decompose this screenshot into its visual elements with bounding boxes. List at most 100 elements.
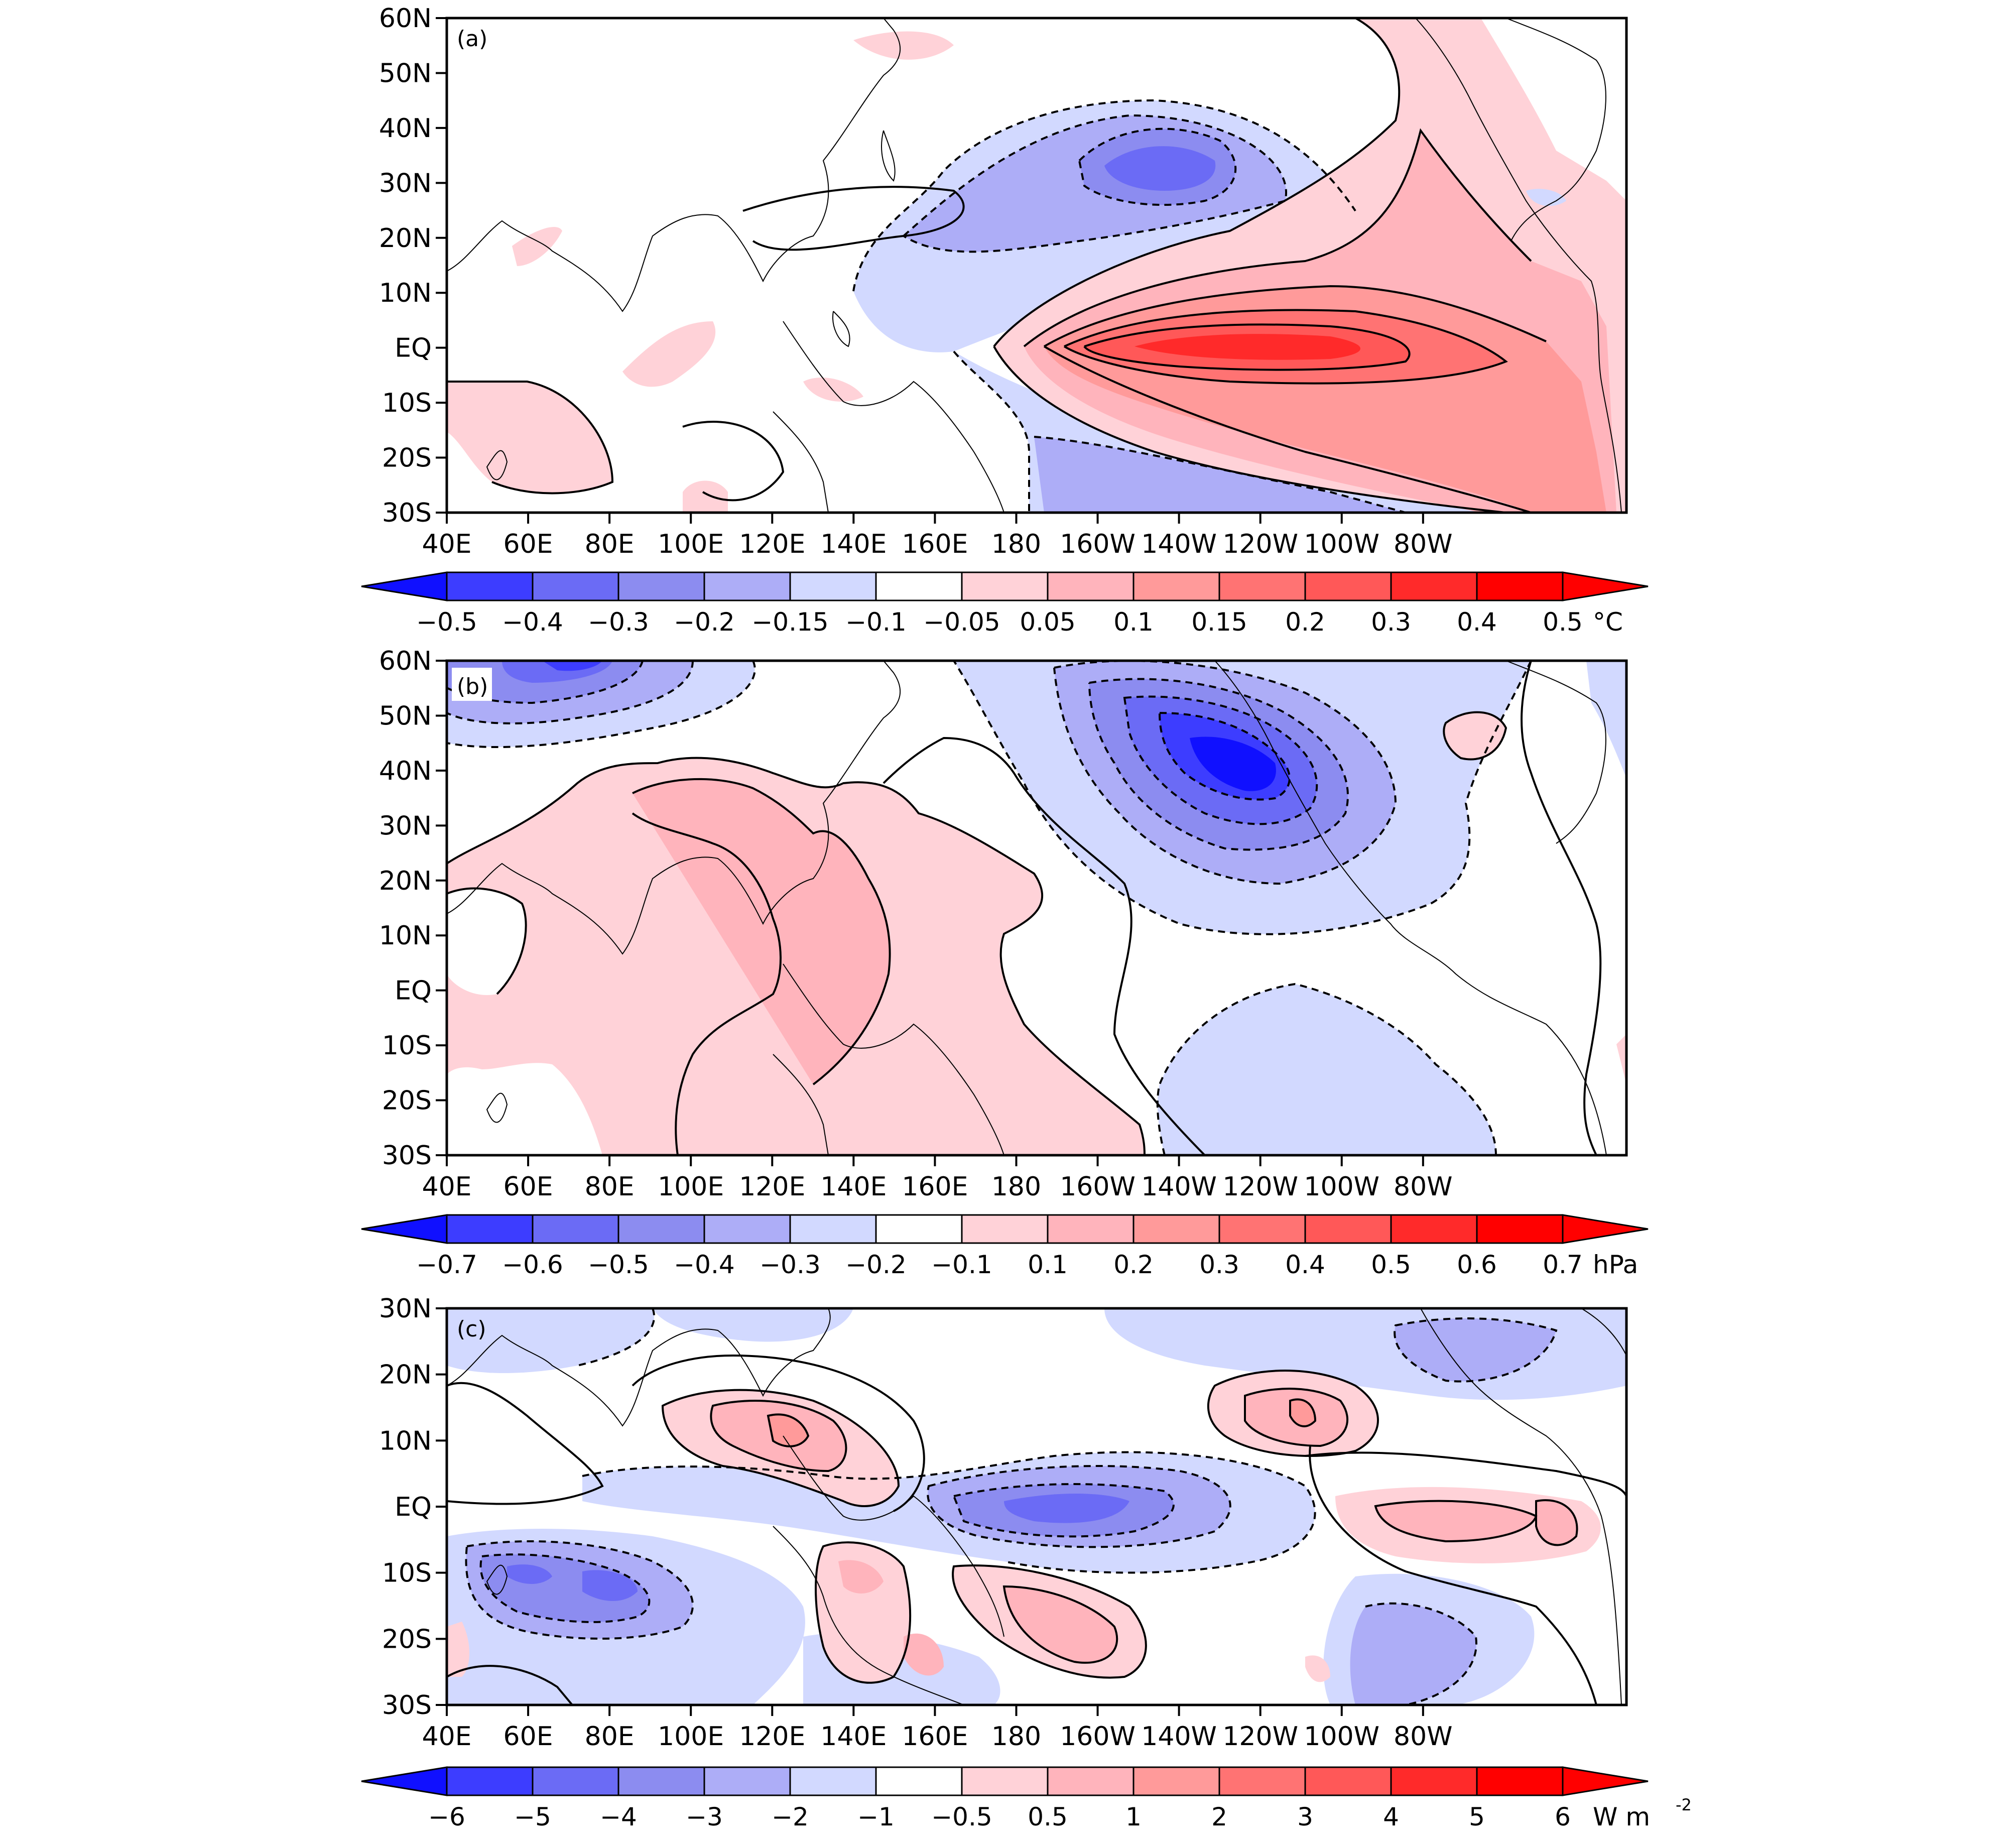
colorbar-bin (1047, 1766, 1135, 1796)
colorbar-bin (703, 1766, 791, 1796)
panel-a-contours (447, 18, 1547, 513)
lat-tick-label: 30S (382, 498, 432, 528)
colorbar-tick-label: 0.7 (1543, 1250, 1583, 1279)
panel-b-contours (447, 661, 1602, 1155)
colorbar-tick-label: 6 (1555, 1802, 1571, 1831)
colorbar-tick-label: −0.2 (674, 607, 734, 637)
lon-tick-label: 140W (1141, 1172, 1217, 1202)
colorbar-high-extension (1562, 1214, 1649, 1244)
lat-tick-label: 20S (382, 1624, 432, 1654)
panel-a: (a) 60N 50N 40N 30N 20N 10N EQ 10S 20S 30S 40E 60E… (361, 4, 1649, 637)
colorbar-tick-label: −0.6 (502, 1250, 563, 1279)
lon-tick-label: 120E (739, 1722, 805, 1752)
colorbar-tick-label: 4 (1383, 1802, 1399, 1831)
lon-tick-label: 100E (658, 1722, 724, 1752)
lon-tick-label: 80E (585, 1722, 635, 1752)
lon-tick-label: 80W (1394, 529, 1453, 559)
colorbar-unit-label: W m (1593, 1802, 1650, 1831)
panel-a-colorbar: −0.5 −0.4 −0.3 −0.2 −0.15 −0.1 −0.05 0.05 0.1 0.1… (361, 571, 1649, 637)
colorbar-tick-label: −0.5 (588, 1250, 649, 1279)
colorbar-bin (703, 571, 791, 601)
colorbar-bin (1047, 571, 1135, 601)
colorbar-tick-label: −0.2 (845, 1250, 906, 1279)
lat-tick-label: 10S (382, 388, 432, 418)
colorbar-bin (875, 571, 963, 601)
colorbar-tick-label: 0.5 (1543, 607, 1583, 637)
lat-tick-label: 40N (379, 113, 432, 144)
lat-tick-label: 60N (379, 4, 432, 34)
colorbar-bin (875, 1766, 963, 1796)
lon-tick-label: 80W (1394, 1172, 1453, 1202)
lon-tick-label: 160W (1060, 1722, 1136, 1752)
panel-a-lon-ticks: 40E 60E 80E 100E 120E 140E 160E 180 160W 140W 120W… (422, 513, 1453, 559)
colorbar-bin (789, 1766, 877, 1796)
panel-b: (b) 60N 50N 40N 30N 20N 10N EQ 10S 20S 30S 40E 60E… (361, 646, 1649, 1279)
lon-tick-label: 160W (1060, 529, 1136, 559)
colorbar-bin (961, 1766, 1049, 1796)
colorbar-bin (617, 1766, 705, 1796)
lon-tick-label: 120W (1222, 1722, 1298, 1752)
lon-tick-label: 140W (1141, 1722, 1217, 1752)
lon-tick-label: 160E (902, 529, 968, 559)
panel-a-frame (445, 17, 1628, 514)
colorbar-tick-label: 0.4 (1457, 607, 1497, 637)
colorbar-tick-label: −0.5 (416, 607, 477, 637)
panel-c-lon-ticks: 40E 60E 80E 100E 120E 140E 160E 180 160W 140W 120W… (422, 1705, 1453, 1752)
colorbar-bin (446, 1214, 534, 1244)
colorbar-bin (1390, 1214, 1478, 1244)
colorbar-tick-label: 0.6 (1457, 1250, 1497, 1279)
lat-tick-label: 50N (379, 701, 432, 731)
lat-tick-label: 10N (379, 921, 432, 951)
colorbar-bin (1132, 571, 1220, 601)
colorbar-tick-label: 0.3 (1199, 1250, 1239, 1279)
panel-c-dashed-contours (465, 1308, 1558, 1705)
colorbar-tick-label: 2 (1211, 1802, 1227, 1831)
lat-tick-label: 40N (379, 756, 432, 786)
lat-tick-label: 10N (379, 278, 432, 308)
lat-tick-label: 10S (382, 1031, 432, 1061)
lon-tick-label: 160E (902, 1172, 968, 1202)
colorbar-tick-label: 0.4 (1285, 1250, 1325, 1279)
colorbar-bin (1476, 571, 1564, 601)
colorbar-unit-label: hPa (1593, 1250, 1638, 1279)
lon-tick-label: 60E (503, 529, 553, 559)
colorbar-bin (617, 1214, 705, 1244)
colorbar-unit-superscript: -2 (1676, 1795, 1692, 1814)
colorbar-tick-label: −3 (686, 1802, 723, 1831)
lon-tick-label: 80E (585, 529, 635, 559)
lon-tick-label: 140E (820, 529, 887, 559)
colorbar-tick-label: 0.5 (1371, 1250, 1411, 1279)
colorbar-low-extension (361, 1766, 448, 1796)
lat-tick-label: 20N (379, 223, 432, 254)
panel-a-map-field (447, 18, 1626, 513)
lon-tick-label: 100W (1304, 1722, 1379, 1752)
colorbar-tick-label: 1 (1125, 1802, 1142, 1831)
lon-tick-label: 140E (820, 1172, 887, 1202)
colorbar-tick-label: 5 (1469, 1802, 1485, 1831)
colorbar-tick-label: −0.7 (416, 1250, 477, 1279)
colorbar-tick-label: −0.1 (931, 1250, 992, 1279)
colorbar-tick-label: −0.4 (674, 1250, 734, 1279)
colorbar-bin (446, 1766, 534, 1796)
colorbar-bin (1304, 1766, 1392, 1796)
colorbar-bin (446, 571, 534, 601)
panel-c-contours (447, 1354, 1626, 1705)
colorbar-low-extension (361, 571, 448, 601)
panel-c-lat-ticks: 30N 20N 10N EQ 10S 20S 30S (379, 1294, 447, 1721)
colorbar-tick-label: −0.1 (845, 607, 906, 637)
panel-b-frame (445, 659, 1628, 1157)
colorbar-tick-label: 0.2 (1285, 607, 1325, 637)
lon-tick-label: 120E (739, 1172, 805, 1202)
colorbar-tick-label: 0.1 (1113, 607, 1154, 637)
lat-tick-label: EQ (395, 1492, 432, 1522)
panel-b-lat-ticks: 60N 50N 40N 30N 20N 10N EQ 10S 20S 30S (379, 646, 447, 1171)
colorbar-bin (1304, 571, 1392, 601)
colorbar-tick-label: 0.05 (1020, 607, 1075, 637)
lon-tick-label: 120W (1222, 529, 1298, 559)
colorbar-bin (1218, 1766, 1306, 1796)
panel-b-colorbar: −0.7 −0.6 −0.5 −0.4 −0.3 −0.2 −0.1 0.1 0.2 0.3 0.4… (361, 1214, 1649, 1279)
panel-a-coastlines (447, 18, 1622, 513)
colorbar-bin (703, 1214, 791, 1244)
